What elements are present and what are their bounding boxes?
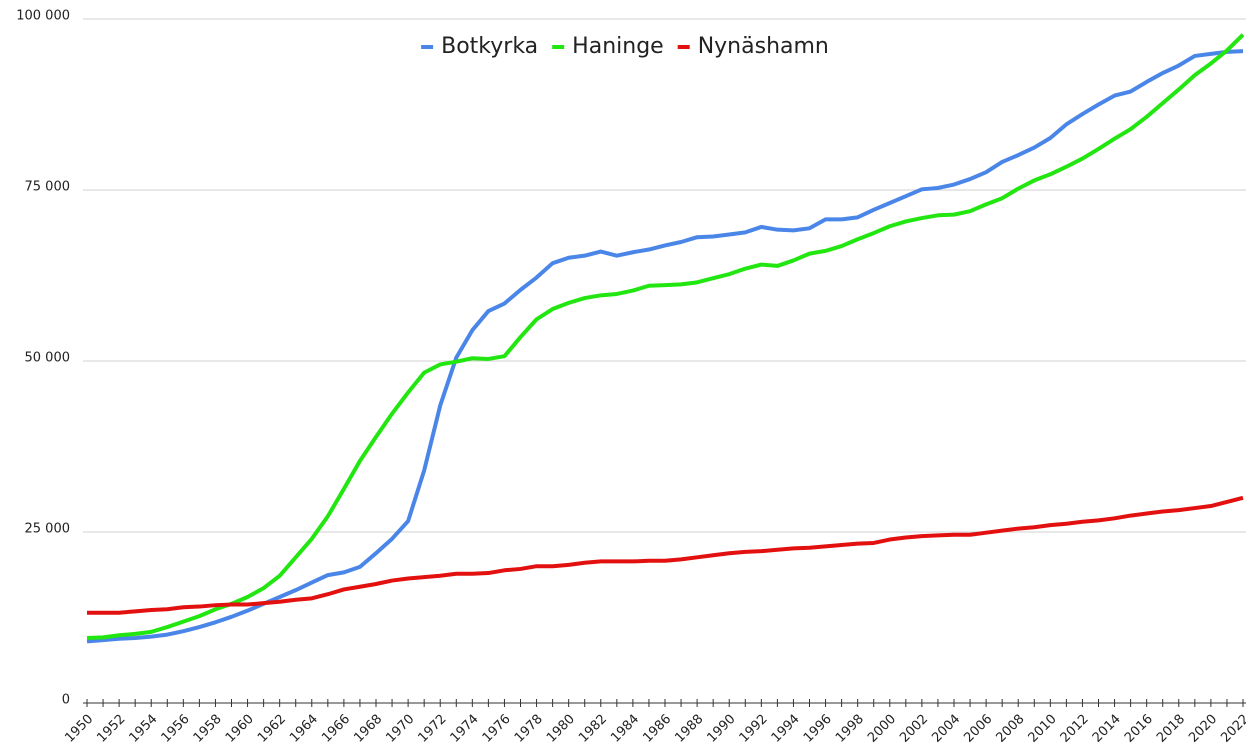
x-tick-label: 1950 — [62, 712, 96, 746]
x-tick-label: 1964 — [287, 712, 321, 746]
x-tick-label: 1994 — [769, 712, 803, 746]
x-tick-label: 1966 — [319, 712, 353, 746]
y-tick-label: 75 000 — [25, 180, 71, 195]
x-tick-label: 1980 — [544, 712, 578, 746]
x-tick-label: 2002 — [897, 712, 931, 746]
x-tick-label: 1978 — [512, 712, 546, 746]
x-tick-label: 1956 — [159, 712, 193, 746]
y-tick-label: 25 000 — [25, 522, 71, 537]
x-tick-label: 1982 — [576, 712, 610, 746]
x-tick-label: 1960 — [223, 712, 257, 746]
x-tick-label: 1990 — [705, 712, 739, 746]
x-tick-label: 2004 — [929, 712, 963, 746]
legend-label: Haninge — [572, 34, 664, 59]
x-tick-label: 2012 — [1058, 712, 1092, 746]
x-tick-label: 2014 — [1090, 712, 1124, 746]
x-tick-label: 2008 — [994, 712, 1028, 746]
x-tick-label: 2022 — [1218, 712, 1246, 746]
x-tick-label: 1968 — [351, 712, 385, 746]
x-tick-label: 1988 — [672, 712, 706, 746]
x-tick-label: 1962 — [255, 712, 289, 746]
x-tick-label: 1970 — [383, 712, 417, 746]
x-tick-label: 2006 — [961, 712, 995, 746]
x-tick-label: 1958 — [191, 712, 225, 746]
x-tick-label: 1998 — [833, 712, 867, 746]
legend-label: Botkyrka — [441, 34, 538, 59]
x-tick-label: 1976 — [480, 712, 514, 746]
x-tick-label: 1996 — [801, 712, 835, 746]
line — [86, 49, 1244, 644]
x-tick-label: 2000 — [865, 712, 899, 746]
x-tick-label: 2020 — [1186, 712, 1220, 746]
x-tick-label: 1992 — [737, 712, 771, 746]
y-tick-label: 0 — [62, 693, 70, 708]
x-tick-label: 1954 — [127, 712, 161, 746]
x-tick-label: 2016 — [1122, 712, 1156, 746]
x-tick-label: 2018 — [1154, 712, 1188, 746]
x-tick-label: 1952 — [94, 712, 128, 746]
x-tick-label: 1974 — [448, 712, 482, 746]
x-tick-label: 2010 — [1026, 712, 1060, 746]
line — [87, 495, 1244, 615]
x-tick-label: 1986 — [640, 712, 674, 746]
y-tick-label: 50 000 — [25, 351, 71, 366]
x-tick-label: 1984 — [608, 712, 642, 746]
x-tick-label: 1972 — [416, 712, 450, 746]
y-tick-label: 100 000 — [16, 9, 70, 24]
line — [86, 33, 1245, 641]
legend-label: Nynäshamn — [698, 34, 829, 59]
